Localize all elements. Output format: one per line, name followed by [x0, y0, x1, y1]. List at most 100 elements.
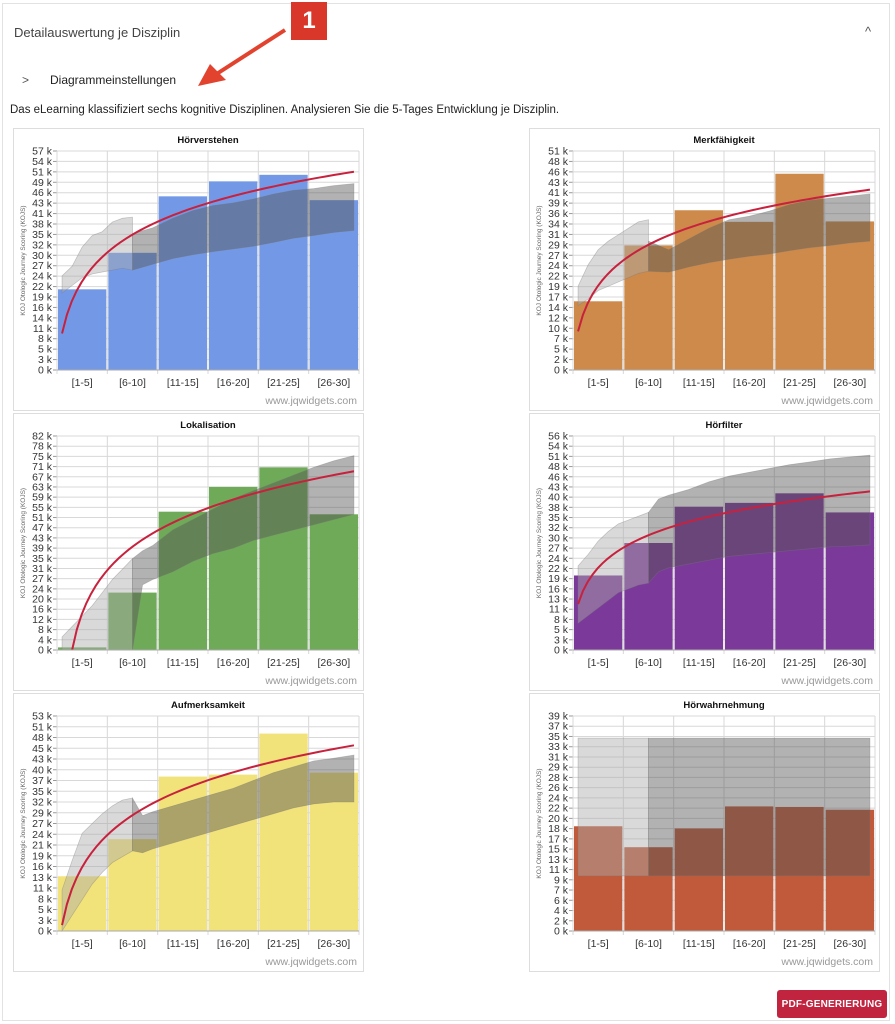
y-tick-label: 35 k [32, 553, 53, 565]
y-tick-label: 31 k [548, 751, 569, 763]
y-tick-label: 71 k [32, 461, 53, 473]
y-tick-label: 0 k [38, 365, 53, 377]
bar [624, 543, 673, 650]
trend-line [61, 744, 355, 926]
y-tick-label: 22 k [548, 563, 569, 575]
y-tick-label: 24 k [548, 260, 569, 272]
range-band-late [648, 454, 871, 585]
y-tick-label: 43 k [32, 198, 53, 210]
y-tick-label: 38 k [548, 502, 569, 514]
chart-title: Hörverstehen [177, 135, 238, 146]
x-tick-label: [21-25] [267, 377, 300, 389]
y-tick-label: 17 k [548, 292, 569, 304]
y-tick-label: 18 k [548, 823, 569, 835]
y-tick-label: 0 k [38, 926, 53, 938]
pdf-generate-button[interactable]: PDF-GENERIERUNG [777, 990, 887, 1018]
y-tick-label: 39 k [548, 198, 569, 210]
y-tick-label: 54 k [32, 156, 53, 168]
chart-svg: Hörwahrnehmung 0 k2 k4 k6 k7 k9 k11 k13 k… [536, 700, 876, 968]
y-tick-label: 12 k [548, 312, 569, 324]
y-tick-label: 3 k [554, 634, 569, 646]
bar [574, 575, 623, 650]
x-tick-label: [26-30] [833, 657, 866, 669]
y-tick-label: 2 k [554, 915, 569, 927]
bar [259, 733, 308, 931]
panel-title: Detailauswertung je Disziplin [14, 25, 181, 40]
bar [775, 173, 824, 370]
y-tick-label: 17 k [548, 833, 569, 845]
watermark: www.jqwidgets.com [780, 956, 873, 968]
bar [309, 514, 358, 650]
x-tick-label: [11-15] [167, 377, 199, 389]
y-tick-label: 0 k [554, 645, 569, 657]
bar [624, 245, 673, 370]
trend-line [61, 170, 355, 334]
bar [158, 196, 207, 370]
y-tick-label: 22 k [548, 271, 569, 283]
y-tick-label: 51 k [32, 166, 53, 178]
y-tick-label: 45 k [32, 743, 53, 755]
bar [825, 512, 874, 650]
watermark: www.jqwidgets.com [780, 395, 873, 407]
bar [108, 592, 157, 650]
y-tick-label: 51 k [32, 721, 53, 733]
y-tick-label: 5 k [554, 624, 569, 636]
y-tick-label: 30 k [32, 250, 53, 262]
y-tick-label: 55 k [32, 502, 53, 514]
y-tick-label: 57 k [32, 146, 53, 158]
chart-title: Lokalisation [180, 420, 236, 431]
y-tick-label: 75 k [32, 451, 53, 463]
y-tick-label: 27 k [548, 250, 569, 262]
chart-title: Merkfähigkeit [693, 135, 755, 146]
y-tick-label: 53 k [32, 711, 53, 723]
y-tick-label: 82 k [32, 431, 53, 443]
y-tick-label: 59 k [32, 492, 53, 504]
y-tick-label: 32 k [32, 239, 53, 251]
y-tick-label: 32 k [32, 797, 53, 809]
y-tick-label: 51 k [32, 512, 53, 524]
y-tick-label: 30 k [548, 532, 569, 544]
x-tick-label: [6-10] [119, 377, 146, 389]
y-tick-label: 24 k [32, 271, 53, 283]
bar [775, 493, 824, 650]
range-band-late [132, 455, 355, 651]
y-tick-label: 39 k [32, 543, 53, 555]
chart-title: Hörfilter [706, 420, 743, 431]
x-tick-label: [16-20] [733, 657, 766, 669]
x-tick-label: [1-5] [72, 377, 93, 389]
y-tick-label: 49 k [32, 177, 53, 189]
x-tick-label: [26-30] [317, 377, 350, 389]
bar [209, 181, 258, 370]
y-tick-label: 4 k [38, 634, 53, 646]
x-tick-label: [21-25] [267, 657, 300, 669]
y-tick-label: 38 k [32, 219, 53, 231]
chart-svg: Hörfilter 0 k3 k5 k8 k11 k13 k16 k19 k22 … [536, 420, 876, 687]
y-tick-label: 19 k [32, 292, 53, 304]
y-tick-label: 5 k [554, 344, 569, 356]
x-tick-label: [1-5] [588, 938, 609, 950]
x-tick-label: [11-15] [167, 938, 199, 950]
bar [725, 502, 774, 650]
y-tick-label: 10 k [548, 323, 569, 335]
y-axis-label: KOJ Otologic Journey Scoring (KOJS) [20, 768, 27, 878]
arrow-head [198, 64, 226, 86]
y-tick-label: 51 k [548, 146, 569, 158]
bar [674, 210, 723, 370]
x-tick-label: [6-10] [635, 938, 662, 950]
annotation-arrow [198, 28, 287, 86]
y-tick-label: 41 k [548, 187, 569, 199]
chevron-up-icon[interactable]: ^ [865, 24, 872, 39]
y-tick-label: 31 k [548, 229, 569, 241]
x-tick-label: [11-15] [167, 657, 199, 669]
bar [725, 806, 774, 931]
chart-settings-toggle[interactable]: > Diagrammeinstellungen [22, 73, 176, 87]
y-tick-label: 35 k [32, 786, 53, 798]
watermark: www.jqwidgets.com [264, 675, 357, 687]
y-tick-label: 0 k [38, 645, 53, 657]
y-tick-label: 14 k [32, 312, 53, 324]
bar [209, 486, 258, 650]
bar [309, 200, 358, 370]
range-band-late [132, 754, 355, 854]
